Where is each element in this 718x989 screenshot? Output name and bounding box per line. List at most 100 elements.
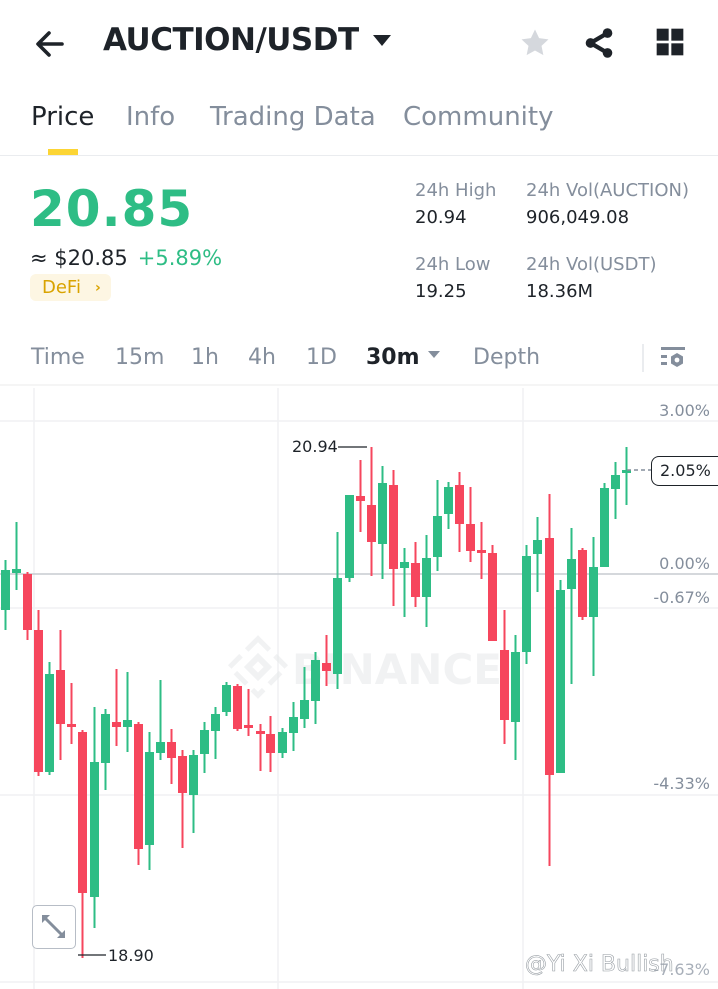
candle-body — [23, 574, 32, 630]
back-arrow-icon — [36, 31, 64, 57]
binance-watermark: BINANCE — [226, 635, 502, 699]
interval-bar: Time 15m 1h 4h 1D 30m Depth — [0, 336, 718, 386]
candle-body — [233, 686, 242, 729]
top-bar: AUCTION/USDT — [0, 0, 718, 90]
candle-body — [156, 742, 165, 753]
candle-body — [567, 559, 576, 589]
divider — [642, 344, 644, 372]
candle-body — [167, 742, 176, 758]
candle-body — [256, 731, 265, 734]
fullscreen-button[interactable] — [32, 905, 76, 949]
candle-body — [78, 732, 87, 893]
candle-body — [67, 724, 76, 727]
low-label: 24h Low — [415, 254, 491, 275]
tab-price[interactable]: Price — [31, 102, 95, 132]
caret-down-icon — [427, 350, 440, 358]
candle-body — [90, 762, 99, 897]
candle-body — [356, 496, 365, 501]
candle-body — [200, 730, 209, 754]
share-button[interactable] — [582, 26, 616, 60]
candle-body — [278, 732, 287, 753]
pair-title: AUCTION/USDT — [103, 22, 359, 58]
candle-body — [533, 540, 542, 554]
usd-price: ≈ $20.85 — [30, 246, 128, 270]
candle-body — [34, 630, 43, 772]
high-value: 20.94 — [415, 207, 467, 228]
candles — [1, 447, 631, 958]
price-summary: 20.85 ≈ $20.85 +5.89% DeFi › — [30, 178, 222, 301]
stats-col-hl: 24h High 20.94 24h Low 19.25 — [415, 180, 496, 302]
candle-body — [578, 550, 587, 617]
interval-1h[interactable]: 1h — [191, 345, 219, 370]
candle-body — [1, 570, 10, 610]
candle-body — [345, 495, 354, 578]
candle-body — [222, 685, 231, 712]
category-tag-label: DeFi — [42, 277, 81, 298]
watermark-text: @Yi Xi Bullish — [525, 952, 674, 978]
candle-body — [477, 550, 486, 553]
interval-4h[interactable]: 4h — [248, 345, 276, 370]
vol-quote-value: 18.36M — [526, 281, 594, 302]
back-button[interactable] — [30, 24, 70, 64]
candle-body — [522, 556, 531, 652]
caret-down-icon — [372, 34, 391, 46]
vol-base-value: 906,049.08 — [526, 207, 630, 228]
high-label: 24h High — [415, 180, 497, 201]
candle-body — [556, 590, 565, 773]
tab-community[interactable]: Community — [403, 102, 554, 132]
candle-body — [411, 563, 420, 597]
candle-body — [300, 700, 309, 719]
active-tab-indicator — [48, 149, 78, 155]
expand-icon — [42, 915, 65, 938]
tab-info[interactable]: Info — [126, 102, 176, 132]
candle-body — [333, 578, 342, 674]
last-price: 20.85 — [30, 180, 194, 238]
interval-1d[interactable]: 1D — [306, 345, 337, 370]
candle-body — [322, 663, 331, 671]
candle-body — [367, 505, 376, 542]
layout-button[interactable] — [654, 26, 688, 60]
candle-body — [611, 475, 620, 489]
favorite-button[interactable] — [518, 26, 552, 60]
candle-body — [389, 485, 398, 569]
candle-body — [378, 483, 387, 544]
stats-col-vol: 24h Vol(AUCTION) 906,049.08 24h Vol(USDT… — [526, 180, 689, 302]
candle-body — [289, 717, 298, 733]
interval-30m-label: 30m — [366, 345, 420, 370]
candle-body — [488, 553, 497, 641]
candle-body — [545, 538, 554, 775]
candle-body — [600, 488, 609, 567]
interval-depth[interactable]: Depth — [473, 345, 541, 370]
candle-body — [189, 755, 198, 795]
candle-body — [101, 714, 110, 763]
candle-body — [455, 485, 464, 524]
candle-body — [12, 569, 21, 573]
candle-body — [56, 670, 65, 724]
chart-settings-icon — [661, 347, 685, 367]
min-price-label: 18.90 — [108, 946, 154, 965]
grid — [0, 388, 718, 989]
share-icon — [585, 28, 613, 58]
candle-body — [134, 724, 143, 849]
category-tag-defi[interactable]: DeFi › — [30, 274, 111, 301]
candle-body — [444, 487, 453, 514]
vol-base-label: 24h Vol(AUCTION) — [526, 180, 690, 201]
candle-body — [622, 470, 631, 473]
interval-15m[interactable]: 15m — [115, 345, 165, 370]
candle-body — [244, 725, 253, 728]
candle-body — [500, 650, 509, 720]
pair-selector[interactable]: AUCTION/USDT — [103, 22, 391, 58]
price-change-percent: +5.89% — [137, 246, 223, 270]
tab-trading-data[interactable]: Trading Data — [210, 102, 376, 132]
candle-body — [45, 674, 54, 772]
candle-body — [123, 720, 132, 727]
candle-body — [145, 752, 154, 845]
interval-time[interactable]: Time — [31, 345, 85, 370]
candle-body — [266, 734, 275, 753]
chart-settings-button[interactable] — [658, 344, 688, 374]
chevron-right-icon: › — [94, 279, 101, 296]
candle-body — [422, 558, 431, 597]
interval-30m-dropdown[interactable]: 30m — [366, 345, 440, 370]
candle-body — [311, 660, 320, 701]
